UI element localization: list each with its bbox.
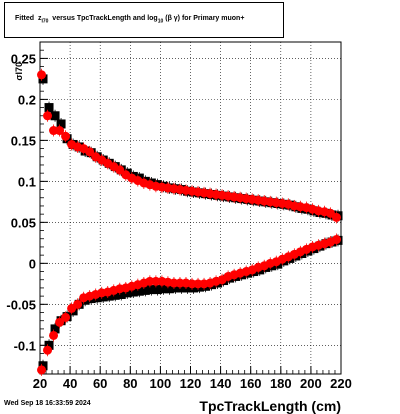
data-point-black: [176, 283, 186, 293]
data-point-red: [55, 317, 65, 327]
title-prefix: Fitted: [15, 15, 35, 22]
data-point-black: [44, 103, 54, 113]
data-point-red: [73, 299, 83, 309]
title-middle: versus TpcTrackLength and log: [52, 15, 158, 22]
data-point-black: [50, 324, 60, 334]
data-point-black: [152, 285, 162, 295]
data-point-black: [50, 111, 60, 121]
x-tick-label: 220: [330, 376, 352, 391]
y-tick-label: 0.15: [11, 133, 36, 148]
data-point-red: [37, 365, 47, 375]
x-tick-label: 20: [33, 376, 47, 391]
x-tick-label: 80: [123, 376, 137, 391]
data-point-red: [55, 126, 65, 136]
data-point-black: [170, 283, 180, 293]
data-point-black: [182, 283, 192, 293]
y-tick-label: -0.1: [14, 338, 36, 353]
x-tick-label: 140: [210, 376, 232, 391]
chart-title: Fitted zI70 versus TpcTrackLength and lo…: [15, 15, 244, 24]
data-point-black: [122, 288, 132, 298]
y-axis-label: σI70: [14, 62, 24, 81]
data-point-red: [331, 235, 341, 245]
x-tick-label: 120: [180, 376, 202, 391]
y-tick-label: -0.05: [6, 297, 36, 312]
data-point-red: [43, 345, 53, 355]
title-beta-gamma: (β γ): [165, 15, 181, 22]
y-tick-label: 0.05: [11, 215, 36, 230]
data-point-black: [110, 290, 120, 300]
data-point-red: [61, 131, 71, 141]
data-point-red: [115, 165, 125, 175]
x-tick-label: 180: [270, 376, 292, 391]
data-point-black: [56, 119, 66, 129]
data-point-red: [43, 111, 53, 121]
timestamp: Wed Sep 18 16:33:59 2024: [4, 400, 91, 407]
y-tick-label: 0: [29, 256, 36, 271]
title-box: Fitted zI70 versus TpcTrackLength and lo…: [4, 2, 284, 38]
x-tick-label: 160: [240, 376, 262, 391]
data-point-black: [164, 284, 174, 294]
data-point-black: [44, 340, 54, 350]
data-point-red: [331, 212, 341, 222]
data-point-black: [140, 285, 150, 295]
data-point-red: [85, 147, 95, 157]
y-tick-label: 0.2: [18, 92, 36, 107]
data-point-red: [49, 330, 59, 340]
x-tick-label: 40: [63, 376, 77, 391]
y-tick-label: 0.25: [11, 51, 36, 66]
title-z-sub: I70: [41, 18, 49, 25]
data-point-red: [37, 70, 47, 80]
x-tick-label: 60: [93, 376, 107, 391]
x-axis-label: TpcTrackLength (cm): [199, 398, 341, 414]
data-point-black: [158, 284, 168, 294]
data-point-black: [116, 289, 126, 299]
title-log-sub: 10: [157, 18, 164, 25]
data-point-black: [134, 286, 144, 296]
data-point-black: [146, 285, 156, 295]
x-tick-label: 100: [150, 376, 172, 391]
data-point-black: [128, 287, 138, 297]
title-z: z: [37, 15, 42, 22]
title-suffix: for Primary muon+: [181, 15, 245, 22]
y-tick-label: 0.1: [18, 174, 36, 189]
x-tick-label: 200: [300, 376, 322, 391]
data-point-red: [61, 312, 71, 322]
